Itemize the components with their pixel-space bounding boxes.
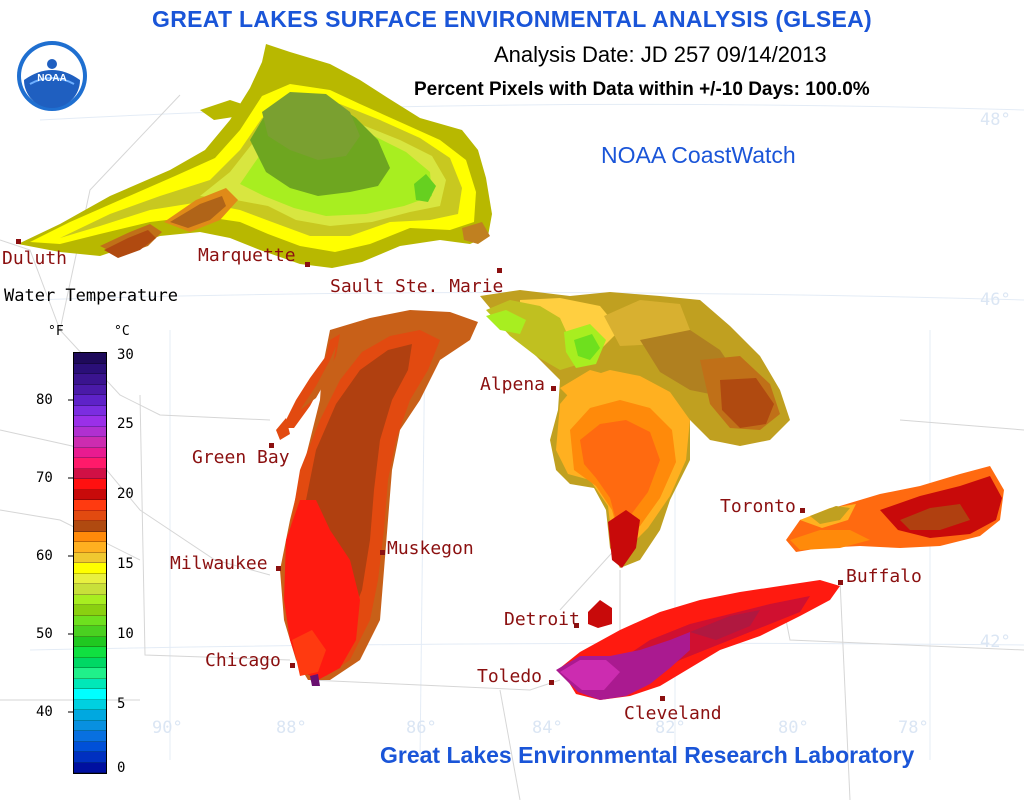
glerl-label: Great Lakes Environmental Research Labor… <box>380 742 915 768</box>
legend-swatch <box>74 384 106 395</box>
lake-superior <box>18 44 492 268</box>
lake-michigan <box>276 310 478 686</box>
legend-swatch <box>74 489 106 500</box>
legend-swatch <box>74 699 106 710</box>
legend-swatch <box>74 594 106 605</box>
legend-f-tick: 60 <box>36 548 53 564</box>
city-label-cleveland: Cleveland <box>624 703 722 724</box>
legend-swatch <box>74 731 106 742</box>
coastwatch-label: NOAA CoastWatch <box>601 142 796 168</box>
legend-swatch <box>74 353 106 364</box>
legend-f-tick: 40 <box>36 704 53 720</box>
legend-swatch <box>74 395 106 406</box>
legend-swatch <box>74 363 106 374</box>
noaa-logo: NOAA <box>17 41 87 111</box>
legend-swatch <box>74 405 106 416</box>
legend-swatch <box>74 605 106 616</box>
legend-swatch <box>74 573 106 584</box>
legend-swatch <box>74 710 106 721</box>
lake-erie <box>556 580 840 700</box>
legend-c-tick: 10 <box>117 626 134 642</box>
legend-f-tick: 50 <box>36 626 53 642</box>
legend-unit-f: °F <box>48 324 64 339</box>
percent-pixels: Percent Pixels with Data within +/-10 Da… <box>414 79 870 100</box>
legend-swatch <box>74 458 106 469</box>
legend-swatch <box>74 615 106 626</box>
legend-swatch <box>74 500 106 511</box>
city-markers <box>16 239 843 701</box>
legend-title: Water Temperature <box>4 286 178 306</box>
lon-label: 90° <box>152 718 183 738</box>
legend-swatch <box>74 447 106 458</box>
legend-swatch <box>74 720 106 731</box>
lon-label: 82° <box>655 718 686 738</box>
lon-label: 86° <box>406 718 437 738</box>
legend-f-tick: 80 <box>36 392 53 408</box>
lake-huron <box>480 290 790 568</box>
legend-c-tick: 20 <box>117 486 134 502</box>
city-label-detroit: Detroit <box>504 609 580 630</box>
legend-swatch <box>74 636 106 647</box>
legend-c-tick: 0 <box>117 760 126 776</box>
analysis-date: Analysis Date: JD 257 09/14/2013 <box>494 42 827 67</box>
legend-swatch <box>74 542 106 553</box>
legend-c-tick: 25 <box>117 416 134 432</box>
lon-label: 78° <box>898 718 929 738</box>
legend-swatch <box>74 626 106 637</box>
legend-color-bar <box>73 352 107 774</box>
city-label-marquette: Marquette <box>198 245 296 266</box>
legend-swatch <box>74 374 106 385</box>
city-label-muskegon: Muskegon <box>387 538 474 559</box>
legend-swatch <box>74 468 106 479</box>
lake-ontario <box>786 466 1004 552</box>
legend-swatch <box>74 531 106 542</box>
city-label-sault-ste-marie: Sault Ste. Marie <box>330 276 504 297</box>
legend-c-tick: 15 <box>117 556 134 572</box>
city-label-green-bay: Green Bay <box>192 447 290 468</box>
map-title: GREAT LAKES SURFACE ENVIRONMENTAL ANALYS… <box>152 6 872 32</box>
legend-swatch <box>74 416 106 427</box>
lon-label: 84° <box>532 718 563 738</box>
lat-label: 46° <box>980 290 1011 310</box>
city-label-toronto: Toronto <box>720 496 796 517</box>
legend-unit-c: °C <box>114 324 130 339</box>
city-label-alpena: Alpena <box>480 374 546 395</box>
legend-swatch <box>74 678 106 689</box>
lat-label: 48° <box>980 110 1011 130</box>
legend-swatch <box>74 510 106 521</box>
legend-swatch <box>74 657 106 668</box>
legend-f-tick: 70 <box>36 470 53 486</box>
legend-swatch <box>74 437 106 448</box>
legend-swatch <box>74 647 106 658</box>
legend-swatch <box>74 479 106 490</box>
legend-swatch <box>74 426 106 437</box>
legend-c-tick: 30 <box>117 347 134 363</box>
legend-swatch <box>74 689 106 700</box>
legend-c-tick: 5 <box>117 696 126 712</box>
legend-swatch <box>74 762 106 773</box>
legend-swatch <box>74 552 106 563</box>
city-label-buffalo: Buffalo <box>846 566 922 587</box>
lat-label: 42° <box>980 632 1011 652</box>
city-label-toledo: Toledo <box>477 666 543 687</box>
legend-swatch <box>74 584 106 595</box>
city-label-duluth: Duluth <box>2 248 68 269</box>
legend-swatch <box>74 668 106 679</box>
legend-swatch <box>74 521 106 532</box>
logo-text: NOAA <box>37 73 66 84</box>
city-label-milwaukee: Milwaukee <box>170 553 268 574</box>
legend-swatch <box>74 741 106 752</box>
legend-tick-marks <box>68 399 73 713</box>
legend-swatch <box>74 563 106 574</box>
legend-swatch <box>74 752 106 763</box>
lon-label: 88° <box>276 718 307 738</box>
boundary-lines <box>0 94 1024 800</box>
lon-label: 80° <box>778 718 809 738</box>
city-label-chicago: Chicago <box>205 650 281 671</box>
